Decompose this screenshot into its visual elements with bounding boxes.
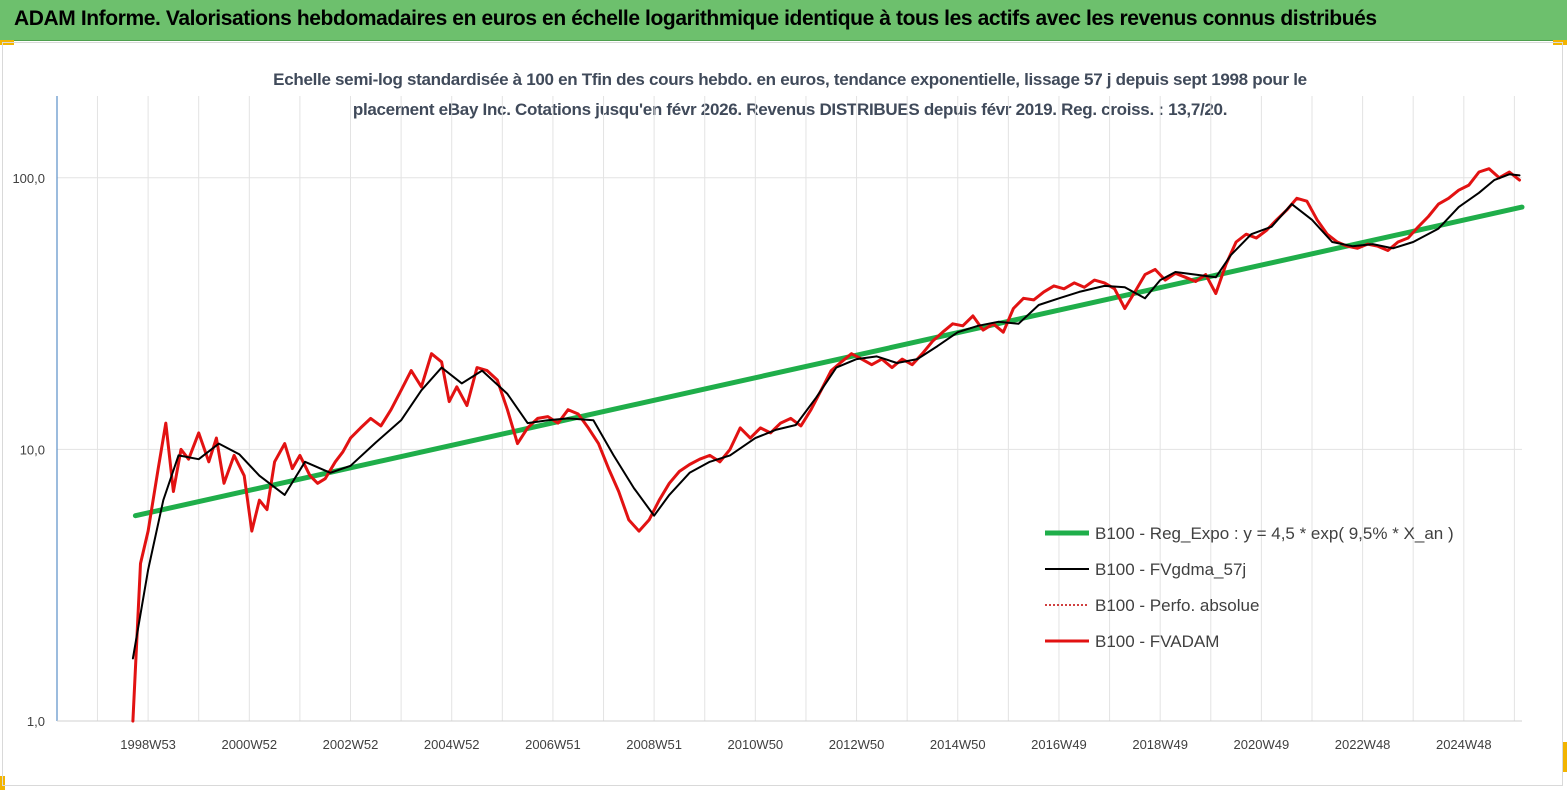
legend-label: B100 - FVgdma_57j bbox=[1095, 560, 1246, 579]
x-tick-label: 2018W49 bbox=[1132, 737, 1188, 752]
x-tick-label: 2024W48 bbox=[1436, 737, 1492, 752]
report-title: ADAM Informe. Valorisations hebdomadaire… bbox=[14, 7, 1377, 30]
legend-label: B100 - FVADAM bbox=[1095, 632, 1219, 651]
x-tick-label: 2000W52 bbox=[221, 737, 277, 752]
legend-label: B100 - Perfo. absolue bbox=[1095, 596, 1259, 615]
corner-marker-bottom-right bbox=[1562, 742, 1567, 772]
x-tick-label: 2002W52 bbox=[323, 737, 379, 752]
chart-frame bbox=[2, 42, 1563, 786]
series-line-1 bbox=[131, 173, 1521, 660]
vertical-gridlines bbox=[57, 96, 1522, 722]
legend-label: B100 - Reg_Expo : y = 4,5 * exp( 9,5% * … bbox=[1095, 524, 1454, 543]
y-tick-label: 100,0 bbox=[12, 171, 45, 186]
chart-title-line-1: Echelle semi-log standardisée à 100 en T… bbox=[273, 70, 1307, 89]
x-tick-label: 1998W53 bbox=[120, 737, 176, 752]
x-tick-label: 2020W49 bbox=[1234, 737, 1290, 752]
x-tick-label: 2008W51 bbox=[626, 737, 682, 752]
x-tick-label: 2012W50 bbox=[829, 737, 885, 752]
series-line-0 bbox=[132, 204, 1525, 519]
x-tick-label: 2016W49 bbox=[1031, 737, 1087, 752]
chart-legend: B100 - Reg_Expo : y = 4,5 * exp( 9,5% * … bbox=[1045, 524, 1454, 651]
x-tick-label: 2006W51 bbox=[525, 737, 581, 752]
x-tick-label: 2010W50 bbox=[728, 737, 784, 752]
y-tick-label: 10,0 bbox=[20, 442, 45, 457]
x-tick-label: 2022W48 bbox=[1335, 737, 1391, 752]
x-axis: 1998W53 2000W52 2002W52 2004W52 2006W51 2008W… bbox=[57, 720, 1522, 752]
y-axis: 1,0 10,0 100,0 bbox=[12, 96, 58, 729]
report-banner: ADAM Informe. Valorisations hebdomadaire… bbox=[0, 0, 1567, 41]
y-tick-label: 1,0 bbox=[27, 714, 45, 729]
x-tick-label: 2004W52 bbox=[424, 737, 480, 752]
x-tick-label: 2014W50 bbox=[930, 737, 986, 752]
series-layer bbox=[131, 167, 1525, 723]
